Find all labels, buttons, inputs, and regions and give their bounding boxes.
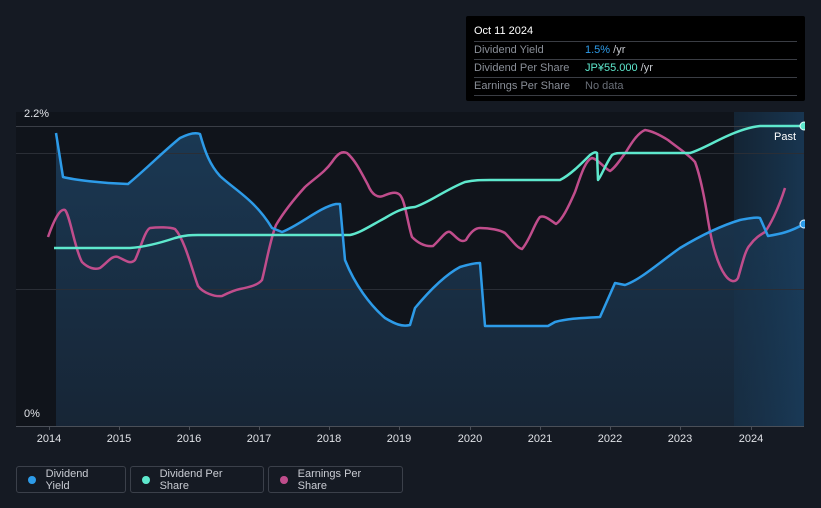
tooltip-value: JP¥55.000 /yr	[585, 60, 653, 77]
tooltip-value-unit: /yr	[637, 62, 653, 74]
x-tick-label: 2018	[316, 433, 342, 445]
x-tick-label: 2020	[457, 433, 483, 445]
tooltip-row-earnings-per-share: Earnings Per Share No data	[474, 78, 797, 96]
tooltip-value: No data	[585, 78, 624, 95]
tooltip-label: Dividend Yield	[474, 44, 544, 56]
legend-label: Earnings Per Share	[297, 467, 362, 492]
x-tick-label: 2024	[738, 433, 764, 445]
legend-label: Dividend Yield	[45, 467, 89, 492]
x-tick-label: 2023	[667, 433, 693, 445]
past-label: Past	[774, 131, 797, 143]
x-tick-label: 2022	[597, 433, 623, 445]
x-tick-label: 2017	[246, 433, 272, 445]
tooltip-date: Oct 11 2024	[474, 24, 797, 42]
tooltip-label: Dividend Per Share	[474, 62, 570, 74]
tooltip-value-number: No data	[585, 80, 624, 92]
dividend-yield-line	[54, 131, 805, 328]
tooltip-value: 1.5% /yr	[585, 42, 625, 59]
tooltip: Oct 11 2024 Dividend Yield 1.5% /yr Divi…	[466, 16, 805, 101]
x-tick-label: 2015	[106, 433, 132, 445]
y-axis-label-min: 0%	[24, 408, 40, 420]
dividend-per-share-line	[54, 124, 804, 250]
tooltip-label: Earnings Per Share	[474, 80, 570, 92]
legend-item-dividend-yield[interactable]: Dividend Yield	[16, 466, 126, 493]
tooltip-value-unit: /yr	[610, 44, 626, 56]
legend-item-dividend-per-share[interactable]: Dividend Per Share	[130, 466, 264, 493]
legend: Dividend Yield Dividend Per Share Earnin…	[16, 466, 403, 493]
dividend-yield-area	[56, 133, 804, 426]
legend-dot-icon	[142, 475, 150, 484]
tooltip-row-dividend-per-share: Dividend Per Share JP¥55.000 /yr	[474, 60, 797, 78]
legend-label: Dividend Per Share	[159, 467, 223, 492]
legend-item-earnings-per-share[interactable]: Earnings Per Share	[268, 466, 403, 493]
x-tick-label: 2021	[527, 433, 553, 445]
tooltip-value-number: 1.5%	[585, 44, 611, 56]
earnings-per-share-line	[46, 128, 787, 298]
past-region	[734, 112, 804, 426]
y-axis-label-max: 2.2%	[24, 108, 50, 120]
tooltip-value-number: JP¥55.000	[585, 62, 638, 74]
right-margin	[805, 100, 821, 440]
x-axis-ticks	[49, 426, 752, 430]
tooltip-row-dividend-yield: Dividend Yield 1.5% /yr	[474, 42, 797, 60]
x-tick-label: 2016	[176, 433, 202, 445]
legend-dot-icon	[280, 475, 288, 484]
legend-dot-icon	[28, 475, 36, 484]
x-tick-label: 2019	[386, 433, 412, 445]
x-tick-label: 2014	[36, 433, 62, 445]
